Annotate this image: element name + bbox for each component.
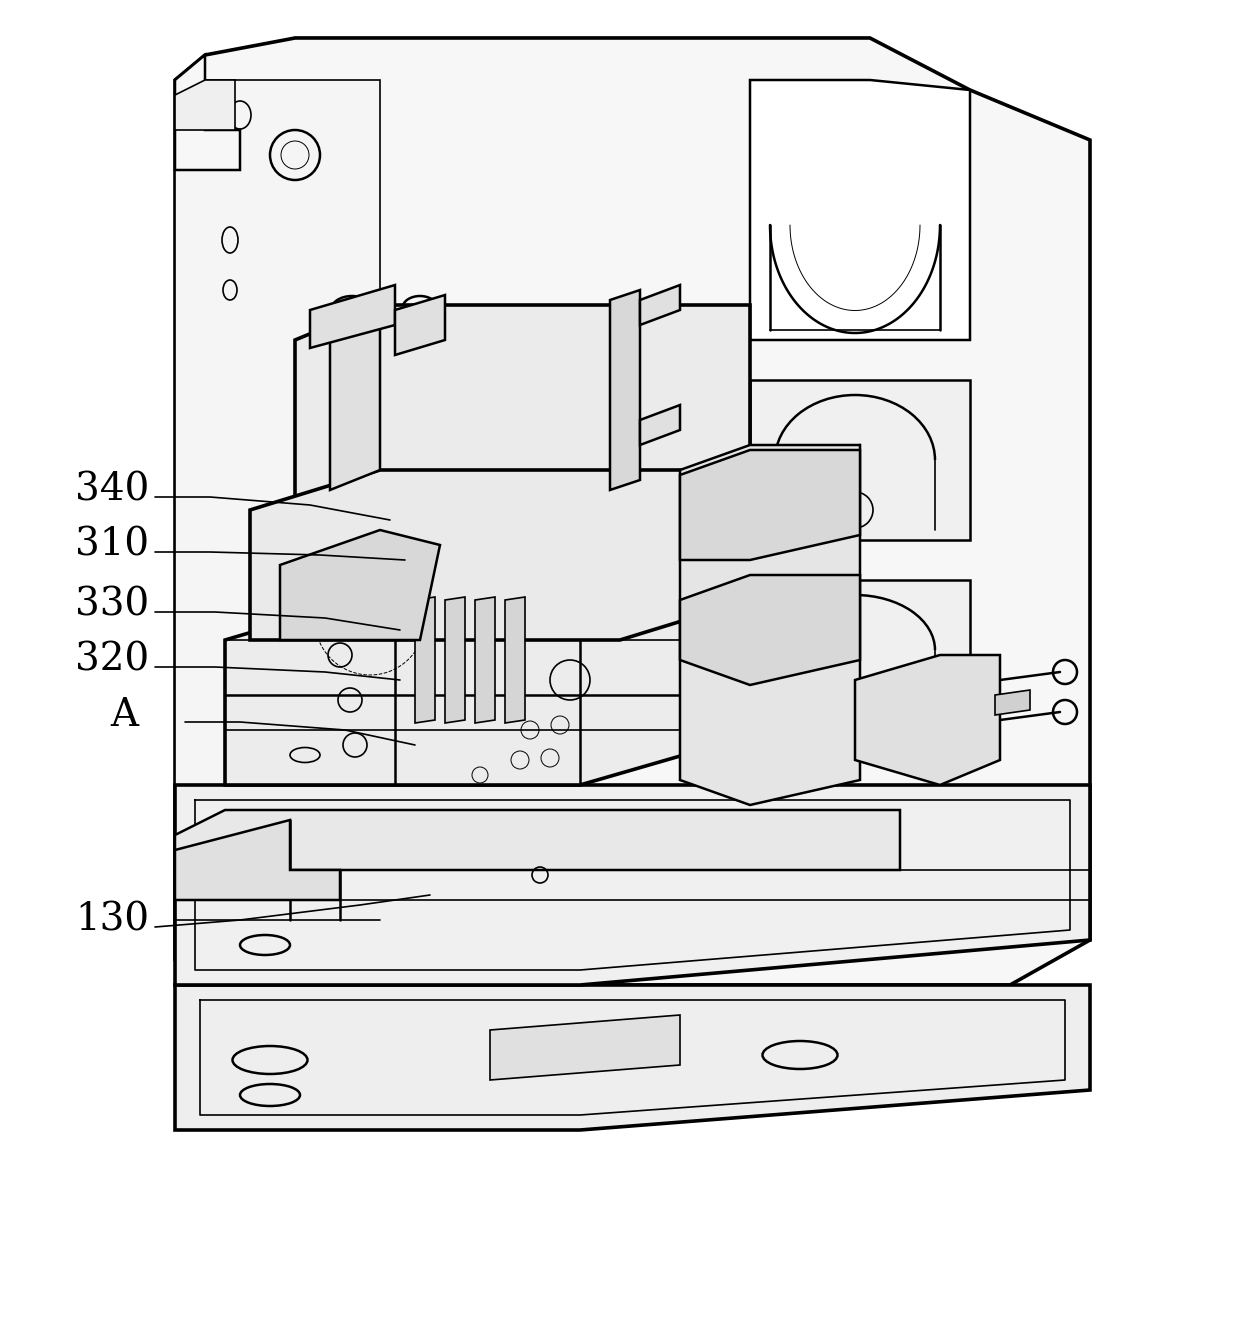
Text: 130: 130 [74,901,149,939]
Polygon shape [640,285,680,325]
Polygon shape [856,655,999,785]
Polygon shape [224,590,770,785]
Text: 330: 330 [74,587,149,623]
Polygon shape [330,320,379,489]
Circle shape [399,489,432,521]
Circle shape [516,324,544,352]
Polygon shape [750,80,970,340]
Polygon shape [295,37,970,340]
Text: A: A [110,697,138,734]
Polygon shape [610,290,640,489]
Polygon shape [175,810,900,870]
Polygon shape [505,598,525,723]
Polygon shape [250,471,750,640]
Text: 340: 340 [74,472,149,508]
Polygon shape [490,1015,680,1080]
Polygon shape [680,575,861,685]
Circle shape [476,332,503,360]
Circle shape [436,341,464,369]
Polygon shape [175,80,236,130]
Polygon shape [475,598,495,723]
Polygon shape [750,380,970,540]
Text: 320: 320 [74,642,149,678]
Polygon shape [175,820,340,900]
Polygon shape [175,37,1090,985]
Polygon shape [680,445,861,805]
Polygon shape [994,690,1030,715]
Polygon shape [310,285,396,348]
Polygon shape [175,985,1090,1130]
Polygon shape [415,598,435,723]
Text: 310: 310 [74,527,149,563]
Polygon shape [680,451,861,560]
Polygon shape [175,55,241,170]
Polygon shape [175,80,379,980]
Polygon shape [280,529,440,640]
Circle shape [449,479,481,511]
Polygon shape [640,405,680,445]
Polygon shape [445,598,465,723]
Polygon shape [295,305,750,509]
Polygon shape [396,295,445,356]
Polygon shape [175,785,1090,985]
Polygon shape [750,580,970,730]
